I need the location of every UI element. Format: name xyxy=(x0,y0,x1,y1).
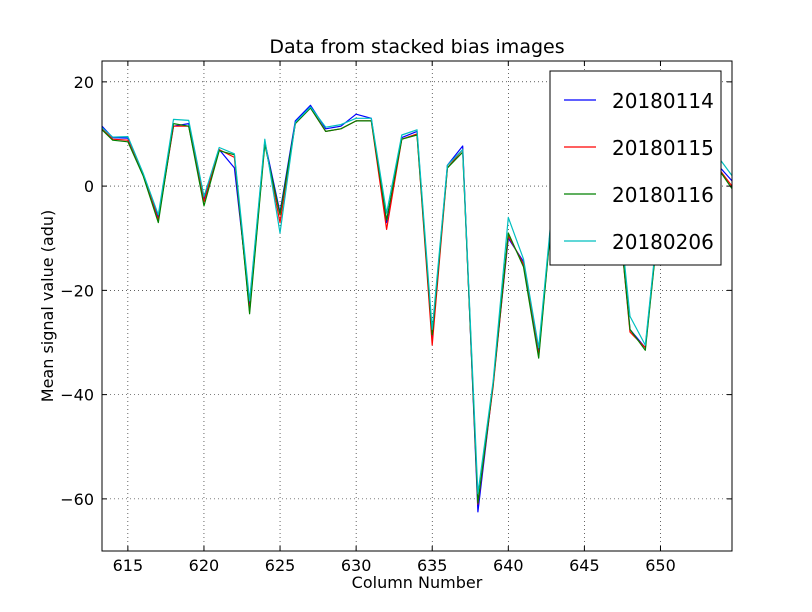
y-tick-label: −60 xyxy=(60,490,94,509)
plot-frame xyxy=(101,60,733,552)
chart-title: Data from stacked bias images xyxy=(269,36,564,58)
y-tick-label: 20 xyxy=(74,73,94,92)
x-tick-label: 635 xyxy=(417,556,448,575)
x-tick-label: 620 xyxy=(189,556,220,575)
x-tick-label: 615 xyxy=(113,556,144,575)
y-tick-labels: −60 −40 −20 0 20 xyxy=(60,73,94,509)
x-tick-label: 645 xyxy=(569,556,600,575)
x-tick-labels: 615 620 625 630 635 640 645 650 xyxy=(113,556,676,575)
y-tick-label: −40 xyxy=(60,386,94,405)
series-lines xyxy=(102,104,732,513)
legend-label-20180114: 20180114 xyxy=(612,89,714,113)
x-axis-label: Column Number xyxy=(352,573,483,592)
legend: 20180114 20180115 20180116 20180206 xyxy=(549,70,722,266)
x-tick-label: 640 xyxy=(493,556,524,575)
legend-label-20180115: 20180115 xyxy=(612,136,714,160)
x-tick-label: 650 xyxy=(645,556,676,575)
legend-label-20180206: 20180206 xyxy=(612,230,714,254)
legend-box xyxy=(549,70,722,266)
y-axis-label: Mean signal value (adu) xyxy=(38,210,57,402)
x-tick-label: 625 xyxy=(265,556,296,575)
y-tick-label: −20 xyxy=(60,281,94,300)
legend-label-20180116: 20180116 xyxy=(612,183,714,207)
series-line-20180206 xyxy=(102,106,732,495)
x-tick-label: 630 xyxy=(341,556,372,575)
y-tick-label: 0 xyxy=(84,177,94,196)
axis-ticks xyxy=(102,61,732,551)
